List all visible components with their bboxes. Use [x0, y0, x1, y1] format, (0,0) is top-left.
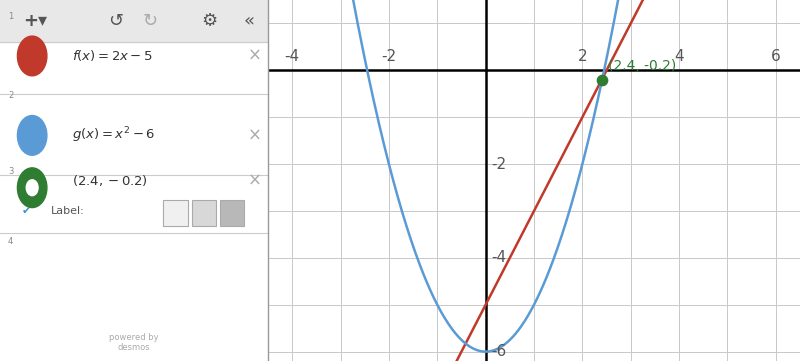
Text: 6: 6	[771, 49, 781, 64]
Text: ✔: ✔	[22, 206, 31, 216]
Text: 1: 1	[8, 12, 14, 21]
Circle shape	[18, 116, 47, 155]
Circle shape	[18, 36, 47, 76]
Text: $f(x) = 2x - 5$: $f(x) = 2x - 5$	[72, 48, 154, 64]
Text: A: A	[227, 206, 236, 219]
Point	[595, 77, 608, 83]
Text: 2: 2	[8, 91, 14, 100]
Text: «: «	[244, 12, 254, 30]
Text: A: A	[172, 208, 179, 218]
Text: 3: 3	[8, 167, 14, 176]
Text: Label:: Label:	[51, 206, 85, 216]
Text: ×: ×	[248, 47, 262, 65]
Text: A: A	[200, 208, 207, 218]
Bar	[0, 0, 268, 42]
Text: ↺: ↺	[108, 12, 123, 30]
Text: ×: ×	[248, 171, 262, 190]
Text: -4: -4	[491, 251, 506, 265]
Text: $g(x) = x^2 - 6$: $g(x) = x^2 - 6$	[72, 126, 156, 145]
Text: ⚙: ⚙	[201, 12, 217, 30]
Text: +▾: +▾	[23, 12, 47, 30]
Text: powered by
desmos: powered by desmos	[109, 332, 159, 352]
Text: N: N	[27, 49, 38, 62]
Text: $(2.4, -0.2)$: $(2.4, -0.2)$	[72, 173, 148, 188]
FancyBboxPatch shape	[163, 200, 187, 226]
Text: -2: -2	[382, 49, 397, 64]
Text: -4: -4	[285, 49, 300, 64]
Text: ↻: ↻	[142, 12, 158, 30]
Text: 4: 4	[8, 238, 14, 246]
FancyBboxPatch shape	[220, 200, 244, 226]
Text: -2: -2	[491, 157, 506, 171]
Text: 2: 2	[578, 49, 587, 64]
Text: ×: ×	[248, 126, 262, 144]
Text: N: N	[27, 129, 38, 142]
Text: 4: 4	[674, 49, 684, 64]
Text: -6: -6	[491, 344, 506, 359]
Circle shape	[26, 180, 38, 196]
Circle shape	[18, 168, 47, 208]
FancyBboxPatch shape	[192, 200, 216, 226]
Text: (2.4, -0.2): (2.4, -0.2)	[607, 59, 676, 73]
